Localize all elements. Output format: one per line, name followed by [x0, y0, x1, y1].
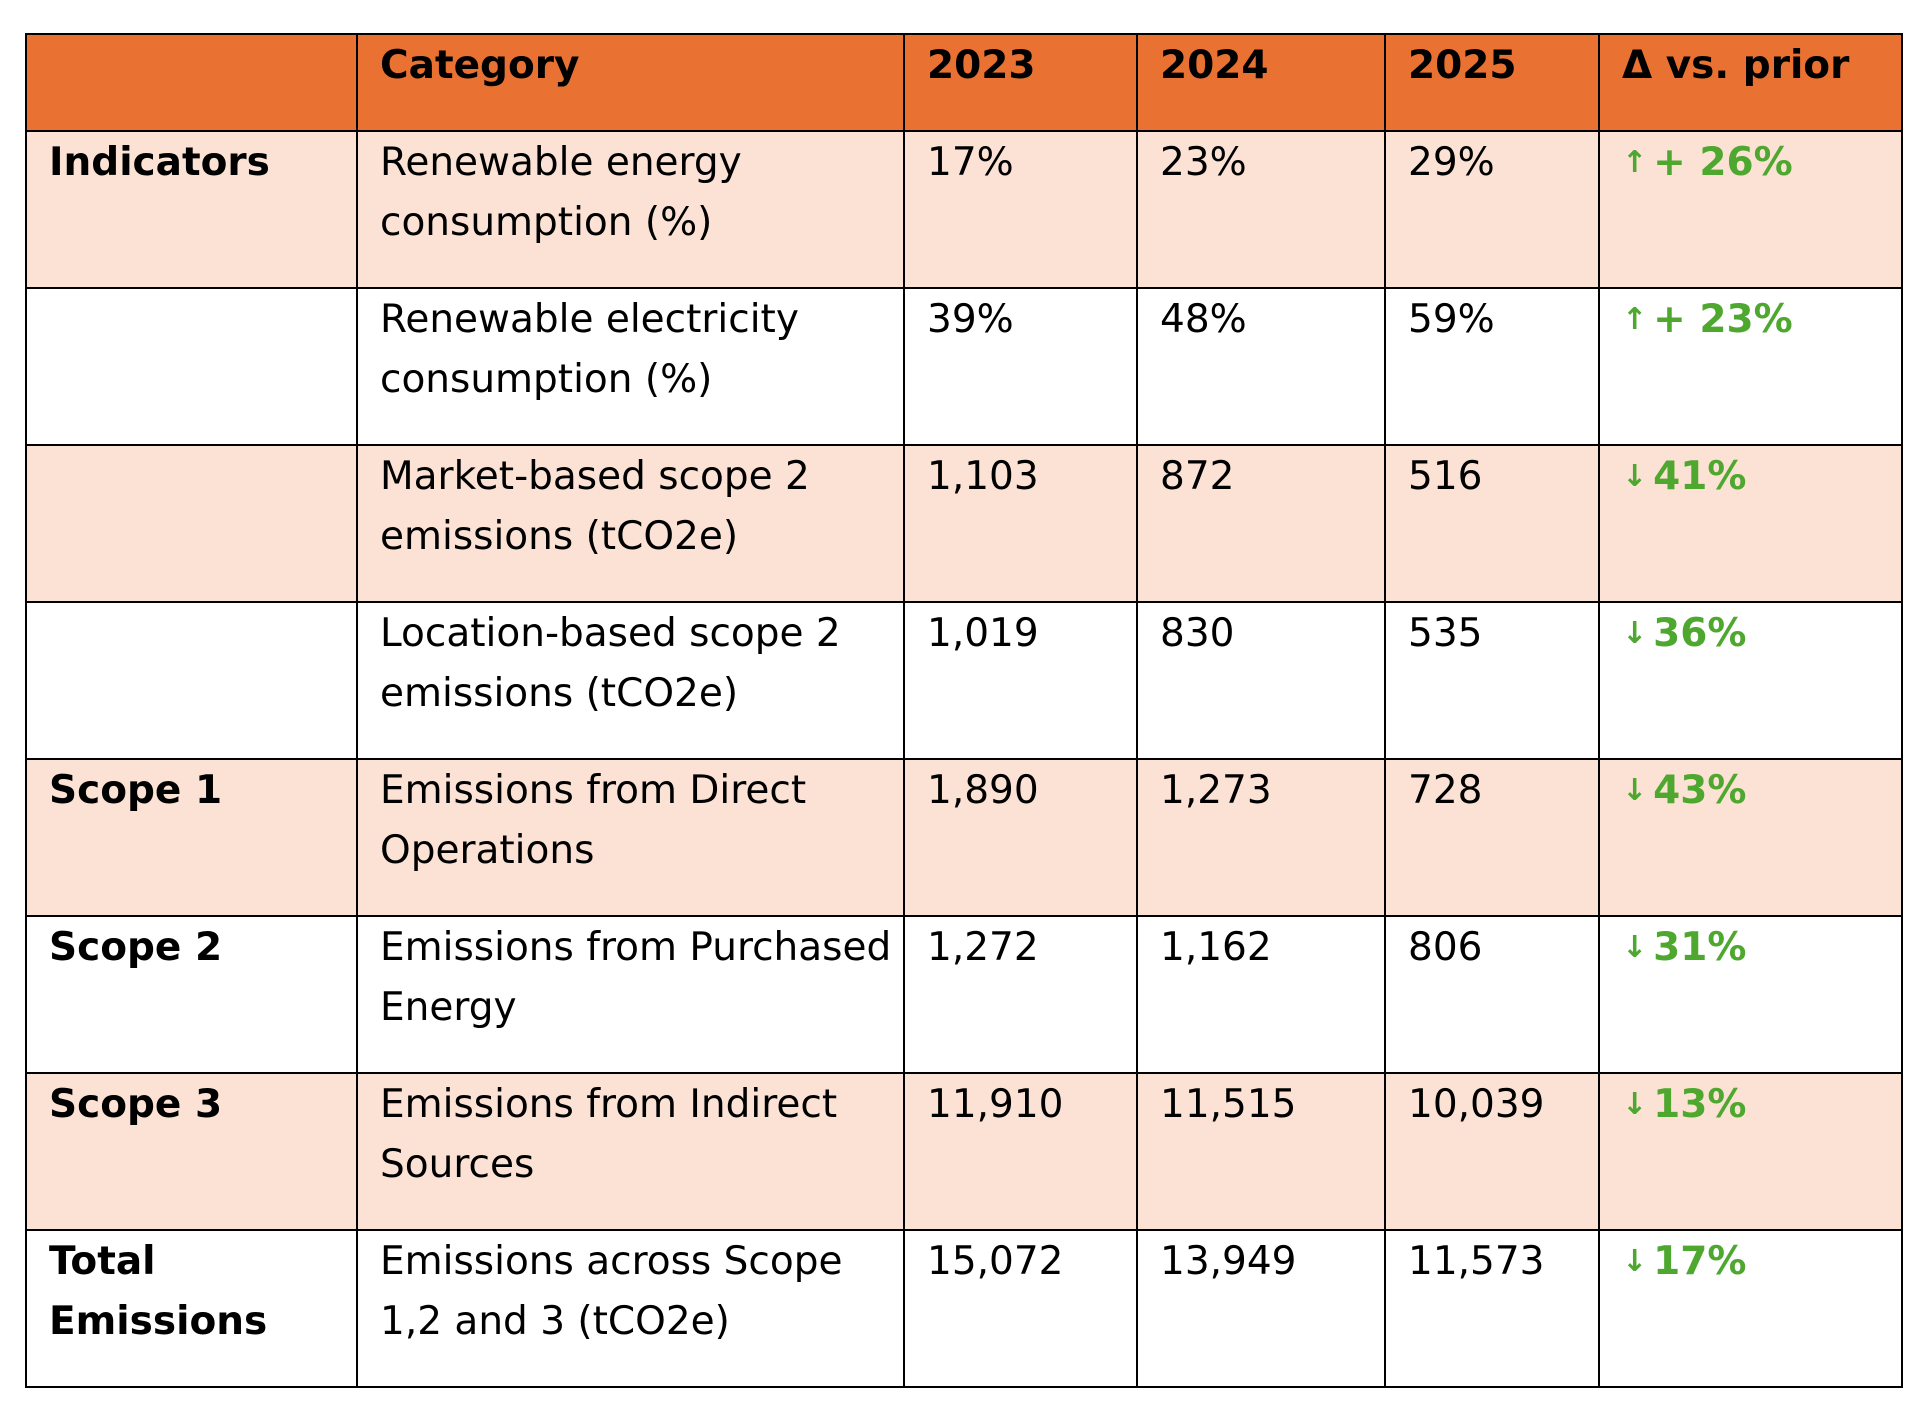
value-2023-cell: 15,072 — [903, 1229, 1138, 1388]
arrow-down-icon: ↓ — [1622, 773, 1648, 808]
header-cell-category: Category — [356, 33, 905, 132]
table-row: Scope 2 Emissions from Purchased Energy … — [25, 915, 1903, 1074]
table-row: Renewable electricity consumption (%) 39… — [25, 287, 1903, 446]
value-2024-cell: 23% — [1136, 130, 1386, 289]
value-2025-cell: 59% — [1384, 287, 1600, 446]
value-2024-cell: 13,949 — [1136, 1229, 1386, 1388]
header-cell-2024: 2024 — [1136, 33, 1386, 132]
value-2024-cell: 1,162 — [1136, 915, 1386, 1074]
value-2025-cell: 10,039 — [1384, 1072, 1600, 1231]
category-cell: Renewable electricity consumption (%) — [356, 287, 905, 446]
value-2025-cell: 29% — [1384, 130, 1600, 289]
category-cell: Market-based scope 2 emissions (tCO2e) — [356, 444, 905, 603]
value-2025-cell: 806 — [1384, 915, 1600, 1074]
category-cell: Emissions from Direct Operations — [356, 758, 905, 917]
value-2025-cell: 728 — [1384, 758, 1600, 917]
value-2024-cell: 48% — [1136, 287, 1386, 446]
value-2023-cell: 1,103 — [903, 444, 1138, 603]
arrow-down-icon: ↓ — [1622, 930, 1648, 965]
table-row: Location-based scope 2 emissions (tCO2e)… — [25, 601, 1903, 760]
value-2024-cell: 1,273 — [1136, 758, 1386, 917]
value-2023-cell: 11,910 — [903, 1072, 1138, 1231]
row-label: Scope 2 — [25, 915, 358, 1074]
delta-value: 36% — [1653, 611, 1747, 656]
value-2023-cell: 1,890 — [903, 758, 1138, 917]
delta-value: 17% — [1653, 1239, 1747, 1284]
table-row: Total Emissions Emissions across Scope 1… — [25, 1229, 1903, 1388]
arrow-down-icon: ↓ — [1622, 616, 1648, 651]
value-2024-cell: 830 — [1136, 601, 1386, 760]
value-2023-cell: 17% — [903, 130, 1138, 289]
value-2023-cell: 1,019 — [903, 601, 1138, 760]
delta-cell: ↑ + 23% — [1598, 287, 1903, 446]
table-row: Scope 3 Emissions from Indirect Sources … — [25, 1072, 1903, 1231]
value-2023-cell: 1,272 — [903, 915, 1138, 1074]
category-cell: Emissions from Purchased Energy — [356, 915, 905, 1074]
row-label — [25, 287, 358, 446]
arrow-down-icon: ↓ — [1622, 1244, 1648, 1279]
header-row: Category 2023 2024 2025 Δ vs. prior — [25, 33, 1903, 132]
emissions-table: Category 2023 2024 2025 Δ vs. prior Indi… — [25, 33, 1903, 1388]
delta-cell: ↓ 17% — [1598, 1229, 1903, 1388]
table-row: Indicators Renewable energy consumption … — [25, 130, 1903, 289]
value-2024-cell: 872 — [1136, 444, 1386, 603]
row-label — [25, 444, 358, 603]
delta-cell: ↓ 13% — [1598, 1072, 1903, 1231]
row-label: Total Emissions — [25, 1229, 358, 1388]
arrow-up-icon: ↑ — [1622, 145, 1648, 180]
arrow-up-icon: ↑ — [1622, 302, 1648, 337]
table-row: Scope 1 Emissions from Direct Operations… — [25, 758, 1903, 917]
value-2024-cell: 11,515 — [1136, 1072, 1386, 1231]
value-2025-cell: 535 — [1384, 601, 1600, 760]
delta-cell: ↑ + 26% — [1598, 130, 1903, 289]
category-cell: Emissions across Scope 1,2 and 3 (tCO2e) — [356, 1229, 905, 1388]
delta-value: 13% — [1653, 1082, 1747, 1127]
delta-value: 43% — [1653, 768, 1747, 813]
table-row: Market-based scope 2 emissions (tCO2e) 1… — [25, 444, 1903, 603]
header-cell-label — [25, 33, 358, 132]
delta-cell: ↓ 36% — [1598, 601, 1903, 760]
category-cell: Renewable energy consumption (%) — [356, 130, 905, 289]
row-label: Indicators — [25, 130, 358, 289]
row-label: Scope 3 — [25, 1072, 358, 1231]
delta-value: + 26% — [1653, 140, 1793, 185]
header-cell-2023: 2023 — [903, 33, 1138, 132]
category-cell: Location-based scope 2 emissions (tCO2e) — [356, 601, 905, 760]
delta-cell: ↓ 41% — [1598, 444, 1903, 603]
row-label — [25, 601, 358, 760]
value-2023-cell: 39% — [903, 287, 1138, 446]
value-2025-cell: 516 — [1384, 444, 1600, 603]
arrow-down-icon: ↓ — [1622, 1087, 1648, 1122]
header-cell-delta: Δ vs. prior — [1598, 33, 1903, 132]
delta-cell: ↓ 43% — [1598, 758, 1903, 917]
arrow-down-icon: ↓ — [1622, 459, 1648, 494]
delta-value: + 23% — [1653, 297, 1793, 342]
header-cell-2025: 2025 — [1384, 33, 1600, 132]
delta-value: 31% — [1653, 925, 1747, 970]
row-label: Scope 1 — [25, 758, 358, 917]
value-2025-cell: 11,573 — [1384, 1229, 1600, 1388]
delta-cell: ↓ 31% — [1598, 915, 1903, 1074]
delta-value: 41% — [1653, 454, 1747, 499]
category-cell: Emissions from Indirect Sources — [356, 1072, 905, 1231]
